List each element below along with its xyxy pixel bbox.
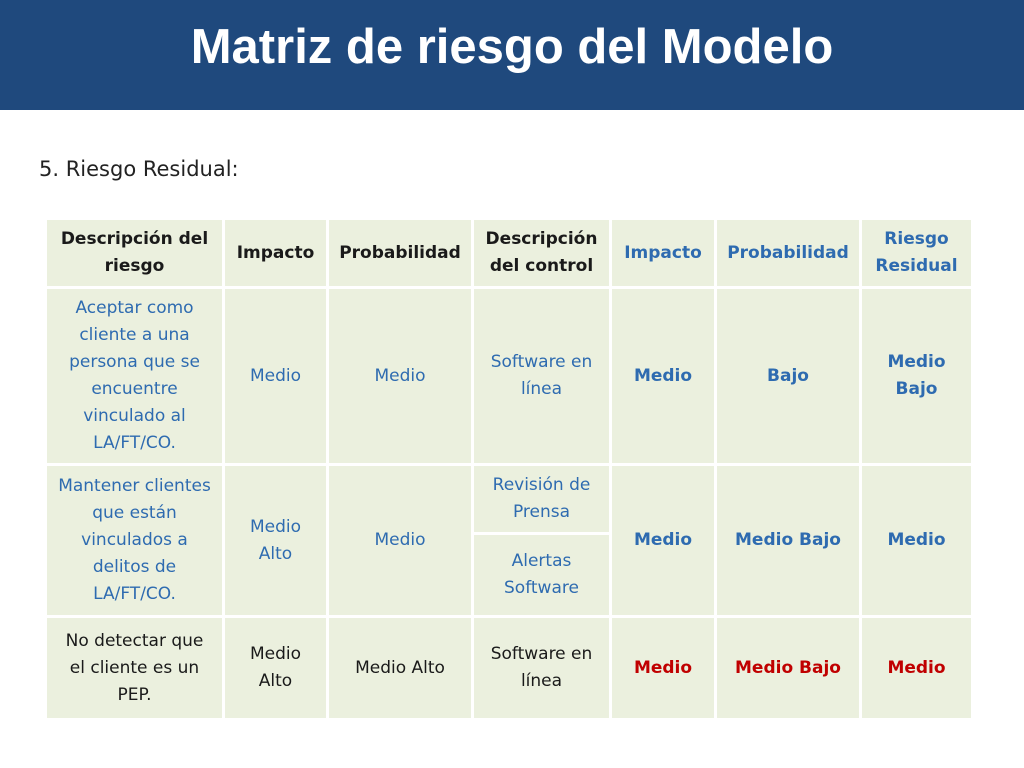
cell-impacto-residual: Medio [609,615,717,721]
cell-impacto: Medio Alto [222,463,329,618]
cell-control: Software en línea [471,615,612,721]
header-impacto-residual: Impacto [609,217,717,289]
cell-probabilidad-residual: Medio Bajo [714,463,862,618]
slide-title: Matriz de riesgo del Modelo [190,20,834,74]
header-riesgo-residual: Riesgo Residual [859,217,974,289]
cell-impacto: Medio Alto [222,615,329,721]
cell-impacto-residual: Medio [609,463,717,618]
header-impacto: Impacto [222,217,329,289]
header-descripcion-riesgo: Descripción del riesgo [44,217,225,289]
cell-probabilidad: Medio Alto [326,615,474,721]
header-probabilidad: Probabilidad [326,217,474,289]
cell-riesgo-residual: Medio [859,615,974,721]
table-row: Alertas Software [46,532,973,618]
cell-impacto: Medio [222,286,329,466]
table-row: No detectar que el cliente es un PEP. Me… [44,615,974,721]
cell-probabilidad: Medio [326,463,474,618]
cell-probabilidad-residual: Medio Bajo [714,615,862,721]
table-row: Mantener clientes que están vinculados a… [44,463,974,618]
cell-control: Revisión de Prensa [471,463,612,535]
cell-impacto-residual: Medio [609,286,717,466]
header-probabilidad-residual: Probabilidad [714,217,862,289]
cell-control: Software en línea [471,286,612,466]
cell-riesgo-residual: Medio Bajo [859,286,974,466]
header-row: Descripción del riesgo Impacto Probabili… [44,217,974,289]
cell-probabilidad: Medio [326,286,474,466]
risk-matrix-table: Descripción del riesgo Impacto Probabili… [44,217,974,721]
cell-control: Alertas Software [471,532,612,618]
cell-descripcion-riesgo: Aceptar como cliente a una persona que s… [44,286,225,466]
cell-descripcion-riesgo: No detectar que el cliente es un PEP. [44,615,225,721]
cell-riesgo-residual: Medio [859,463,974,618]
header-descripcion-control: Descripción del control [471,217,612,289]
title-bar: Matriz de riesgo del Modelo [0,0,1024,110]
section-subtitle: 5. Riesgo Residual: [39,157,239,181]
cell-descripcion-riesgo: Mantener clientes que están vinculados a… [44,463,225,618]
table-row: Aceptar como cliente a una persona que s… [44,286,974,466]
cell-probabilidad-residual: Bajo [714,286,862,466]
